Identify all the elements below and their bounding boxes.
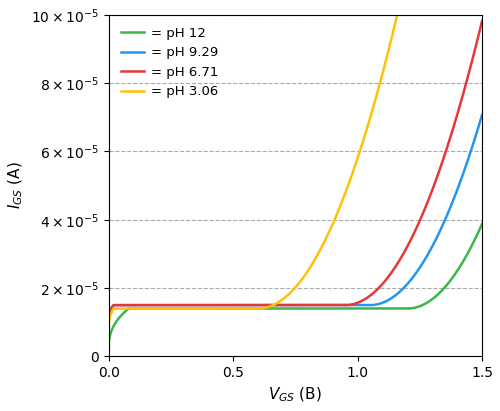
= pH 6.71 <box>106 350 112 355</box>
= pH 3.06 <box>265 305 271 309</box>
= pH 12 <box>265 306 271 311</box>
= pH 9.29 <box>106 350 112 355</box>
= pH 6.71 <box>148 302 154 307</box>
= pH 6.71 <box>472 48 478 53</box>
Line: = pH 3.06: = pH 3.06 <box>108 15 482 353</box>
= pH 6.71 <box>249 302 255 307</box>
Line: = pH 9.29: = pH 9.29 <box>108 115 482 353</box>
= pH 3.06 <box>432 12 438 17</box>
= pH 3.06 <box>479 12 485 17</box>
= pH 9.29 <box>170 302 176 307</box>
= pH 12 <box>148 306 154 311</box>
= pH 12 <box>249 306 255 311</box>
= pH 6.71 <box>432 182 438 187</box>
= pH 9.29 <box>472 136 478 141</box>
Legend: = pH 12, = pH 9.29, = pH 6.71, = pH 3.06: = pH 12, = pH 9.29, = pH 6.71, = pH 3.06 <box>116 21 224 104</box>
= pH 3.06 <box>106 351 112 356</box>
= pH 9.29 <box>479 113 485 118</box>
= pH 9.29 <box>432 240 438 245</box>
= pH 6.71 <box>265 302 271 307</box>
= pH 12 <box>432 295 438 300</box>
= pH 12 <box>170 306 176 311</box>
= pH 12 <box>472 237 478 242</box>
Line: = pH 6.71: = pH 6.71 <box>108 21 482 353</box>
= pH 3.06 <box>394 12 400 17</box>
= pH 3.06 <box>148 306 154 311</box>
= pH 12 <box>106 353 112 358</box>
= pH 3.06 <box>249 306 255 311</box>
= pH 9.29 <box>249 302 255 307</box>
= pH 9.29 <box>265 302 271 307</box>
X-axis label: $V_{GS}$ (B): $V_{GS}$ (B) <box>268 386 322 404</box>
= pH 6.71 <box>170 302 176 307</box>
= pH 12 <box>479 222 485 226</box>
= pH 3.06 <box>170 306 176 311</box>
= pH 6.71 <box>479 18 485 23</box>
Line: = pH 12: = pH 12 <box>108 224 482 356</box>
= pH 3.06 <box>472 12 478 17</box>
Y-axis label: $I_{GS}$ (A): $I_{GS}$ (A) <box>7 162 26 210</box>
= pH 9.29 <box>148 302 154 307</box>
